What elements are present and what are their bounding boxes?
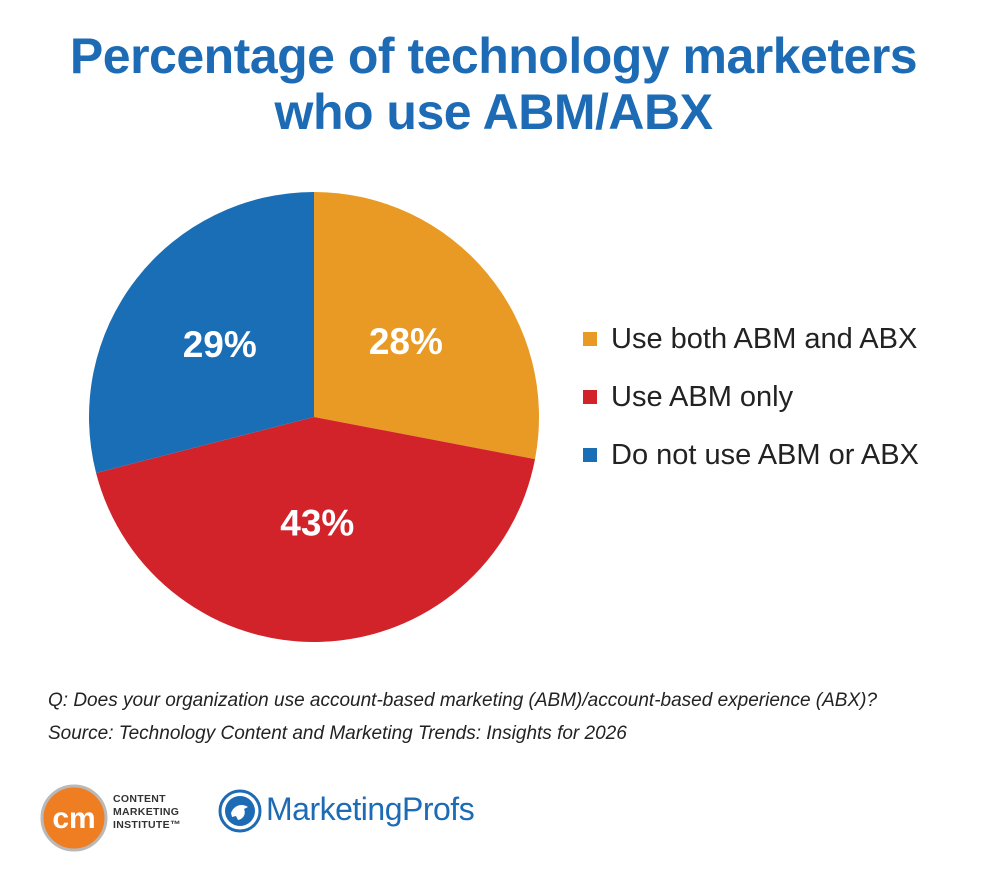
legend-swatch-both: [583, 332, 597, 346]
cmi-line-3: INSTITUTE™: [113, 819, 181, 831]
cmi-badge-text: cm: [52, 802, 95, 835]
title-line-1: Percentage of technology marketers: [69, 28, 918, 84]
legend-label-both: Use both ABM and ABX: [611, 322, 918, 355]
survey-question: Q: Does your organization use account-ba…: [48, 690, 878, 711]
legend-item-neither: Do not use ABM or ABX: [583, 426, 919, 484]
slice-label-abm-only: 43%: [280, 503, 354, 544]
slice-both: [314, 192, 539, 460]
chart-title: Percentage of technology marketers who u…: [0, 28, 987, 140]
cmi-logo-icon: cm: [40, 784, 108, 852]
slice-label-both: 28%: [369, 321, 443, 362]
legend-item-both: Use both ABM and ABX: [583, 310, 919, 368]
slice-abm-only: [96, 417, 536, 643]
slice-label-neither: 29%: [183, 324, 257, 365]
source-note: Source: Technology Content and Marketing…: [48, 723, 627, 744]
slice-neither: [88, 192, 314, 473]
legend-label-abm-only: Use ABM only: [611, 380, 794, 413]
cmi-line-2: MARKETING: [113, 806, 180, 818]
legend-swatch-abm-only: [583, 390, 597, 404]
marketingprofs-logo-icon: [218, 789, 262, 833]
marketingprofs-wordmark: MarketingProfs: [266, 791, 475, 827]
legend-label-neither: Do not use ABM or ABX: [611, 438, 919, 471]
legend-item-abm-only: Use ABM only: [583, 368, 919, 426]
title-line-2: who use ABM/ABX: [274, 84, 713, 140]
legend: Use both ABM and ABX Use ABM only Do not…: [583, 310, 919, 484]
cmi-wordmark: CONTENT MARKETING INSTITUTE™: [113, 793, 181, 832]
cmi-line-1: CONTENT: [113, 793, 166, 805]
legend-swatch-neither: [583, 448, 597, 462]
pie-chart: 28% 43% 29%: [88, 192, 539, 643]
chart-notes: Q: Does your organization use account-ba…: [48, 684, 877, 750]
